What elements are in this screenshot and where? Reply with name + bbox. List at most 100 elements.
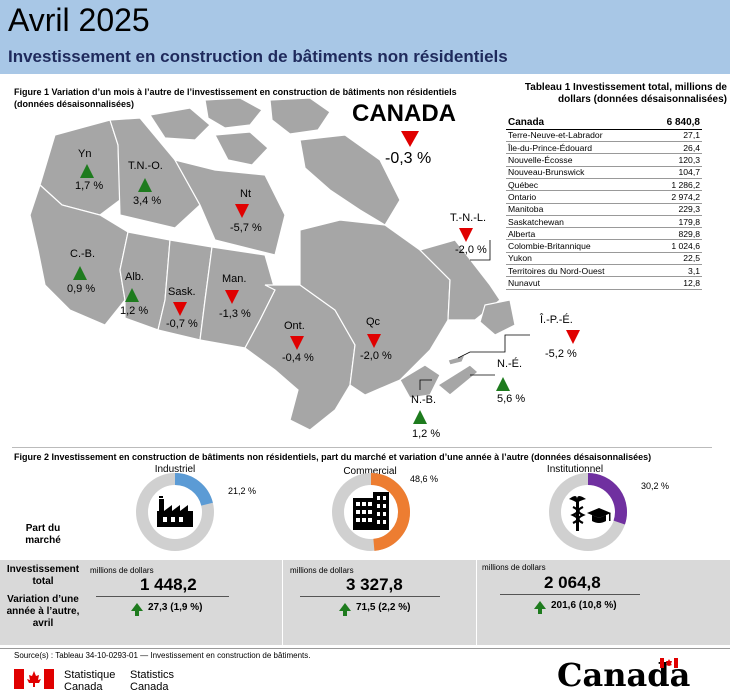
table-row: Colombie-Britannique 1 024,6 xyxy=(506,239,702,253)
table-row: Saskatchewan 179,8 xyxy=(506,215,702,229)
total-institutional: 2 064,8 xyxy=(544,573,601,592)
table1-title-line1: Tableau 1 Investissement total, millions… xyxy=(524,82,727,93)
table-cell-value: 829,8 xyxy=(648,227,702,241)
arrow-up-icon-tno xyxy=(138,178,152,192)
map-value-man: -1,3 % xyxy=(219,308,251,320)
region-pei xyxy=(447,354,467,366)
arrow-down-icon-nt xyxy=(235,204,249,218)
map-label-tno: T.N.-O. xyxy=(128,160,163,172)
region-ns xyxy=(436,364,479,396)
segment-name-institutional: Institutionnel xyxy=(546,464,604,475)
leader-nl xyxy=(470,240,491,261)
table-cell-name: Nouvelle-Écosse xyxy=(506,153,649,167)
change-commercial: 71,5 (2,2 %) xyxy=(356,602,411,613)
table-cell-name: Manitoba xyxy=(506,203,649,216)
map-label-ne: N.-É. xyxy=(497,358,523,370)
underline-industrial xyxy=(96,596,229,597)
map-label-nt: Nt xyxy=(240,188,251,200)
total-commercial: 3 327,8 xyxy=(346,575,403,594)
segment-name-industrial: Industriel xyxy=(154,464,196,475)
table-row: Terre-Neuve-et-Labrador 27,1 xyxy=(506,129,702,143)
figure2-title: Figure 2 Investissement en construction … xyxy=(14,452,652,462)
map-label-tnl: T.-N.-L. xyxy=(450,212,487,224)
table-row: Territoires du Nord-Ouest 3,1 xyxy=(506,264,702,278)
change-industrial: 27,3 (1,9 %) xyxy=(148,602,203,613)
map-label-ipe: Î.-P.-É. xyxy=(540,314,573,326)
map-label-qc: Qc xyxy=(366,316,381,328)
wordmark-flag-icon xyxy=(660,658,678,668)
underline-institutional xyxy=(500,594,640,595)
map-label-alb: Alb. xyxy=(125,271,144,283)
arrow-down-icon-sask xyxy=(173,302,187,316)
footer-divider xyxy=(0,648,730,649)
map-value-sask: -0,7 % xyxy=(166,318,198,330)
table-cell-name: Territoires du Nord-Ouest xyxy=(506,264,649,278)
arctic-island-3 xyxy=(149,107,211,141)
table-cell-value: 26,4 xyxy=(648,141,702,155)
canada-map xyxy=(29,97,530,431)
unit-commercial: millions de dollars xyxy=(290,566,354,575)
table-row-total: Canada 6 840,8 xyxy=(506,117,702,130)
region-nunavut xyxy=(173,159,286,256)
leader-pei xyxy=(457,334,530,359)
table-cell-name: Canada xyxy=(506,117,649,130)
map-value-ne: 5,6 % xyxy=(497,393,526,405)
arctic-island-2 xyxy=(269,97,331,135)
arrow-up-icon-alb xyxy=(125,288,139,302)
canada-value: -0,3 % xyxy=(385,150,432,167)
unit-institutional: millions de dollars xyxy=(482,563,546,572)
map-value-yn: 1,7 % xyxy=(75,180,104,192)
arrow-down-icon-ont xyxy=(290,336,304,350)
row-label-change: Variation d’une année à l’autre, avril xyxy=(6,594,80,629)
table-cell-value: 6 840,8 xyxy=(648,117,702,130)
map-value-ipe: -5,2 % xyxy=(545,348,577,360)
region-nwt xyxy=(109,117,201,229)
table-cell-name: Alberta xyxy=(506,227,649,241)
table-cell-name: Québec xyxy=(506,178,649,192)
ring-share-arc-institutional xyxy=(587,473,627,525)
table-cell-name: Colombie-Britannique xyxy=(506,239,649,253)
table-cell-value: 1 024,6 xyxy=(648,239,702,253)
arrow-up-icon-nb xyxy=(413,410,427,424)
figure1-title: Figure 1 Variation d’un mois à l’autre d… xyxy=(14,86,474,110)
table-cell-name: Nouveau-Brunswick xyxy=(506,166,649,179)
table-row: Québec 1 286,2 xyxy=(506,178,702,192)
ring-share-arc-industrial xyxy=(174,473,213,506)
arrow-down-icon-canada xyxy=(401,131,419,147)
arrow-down-icon-qc xyxy=(367,334,381,348)
table-cell-value: 104,7 xyxy=(648,166,702,179)
table1-title-line2: dollars (données désaisonnalisées) xyxy=(558,94,727,105)
band-divider-1 xyxy=(282,560,283,645)
region-newfoundland xyxy=(479,299,516,336)
map-label-sask: Sask. xyxy=(168,286,196,298)
table-cell-name: Ontario xyxy=(506,190,649,204)
share-label-commercial: 48,6 % xyxy=(410,474,439,484)
arrow-up-icon-industrial xyxy=(131,603,143,611)
segment-name-commercial: Commercial xyxy=(343,466,397,477)
arctic-island-1 xyxy=(204,97,263,129)
row-label-total: Investissement total xyxy=(6,564,80,587)
arrow-up-icon-institutional xyxy=(534,601,546,609)
figure1-title-line2: (données désaisonnalisées) xyxy=(14,99,135,109)
table-cell-value: 3,1 xyxy=(648,264,702,278)
office-building-icon xyxy=(353,492,389,530)
totals-band xyxy=(0,560,730,645)
agency-fr-line1: Statistique xyxy=(64,669,116,681)
table-row: Nouvelle-Écosse 120,3 xyxy=(506,153,702,167)
region-quebec xyxy=(299,219,451,396)
table-row: Ontario 2 974,2 xyxy=(506,190,702,204)
share-label-industrial: 21,2 % xyxy=(228,486,257,496)
figure1-title-line1: Figure 1 Variation d’un mois à l’autre d… xyxy=(14,87,457,97)
table1: Canada 6 840,8 Terre-Neuve-et-Labrador 27… xyxy=(506,117,702,290)
arctic-island-4 xyxy=(214,131,269,166)
canada-label: CANADA xyxy=(352,100,456,127)
map-value-alb: 1,2 % xyxy=(120,305,149,317)
table-cell-name: Île-du-Prince-Édouard xyxy=(506,141,649,155)
table-cell-name: Saskatchewan xyxy=(506,215,649,229)
map-value-qc: -2,0 % xyxy=(360,350,392,362)
table-cell-name: Nunavut xyxy=(506,276,649,290)
page-subtitle: Investissement en construction de bâtime… xyxy=(8,47,508,66)
table-cell-name: Yukon xyxy=(506,252,649,266)
arrow-up-icon-cb xyxy=(73,266,87,280)
